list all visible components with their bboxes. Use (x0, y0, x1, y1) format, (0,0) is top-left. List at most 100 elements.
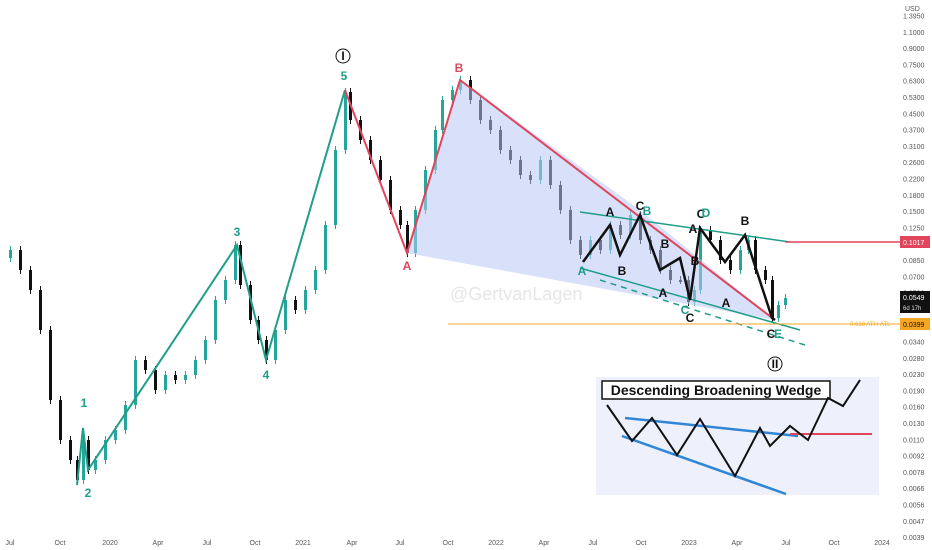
y-tick-label: 0.0130 (903, 421, 925, 428)
y-tick-label: 0.0110 (903, 437, 924, 444)
candle-body (784, 298, 787, 305)
struct-label-a3: A (689, 222, 698, 236)
candle-body (59, 400, 62, 440)
struct-label-b4: B (741, 214, 750, 228)
wedge-upper (579, 211, 791, 243)
candle-body (314, 270, 317, 290)
fib-marker-label: 0.0399 (903, 322, 925, 329)
y-tick-label: 0.5300 (903, 95, 925, 102)
y-tick-label: 0.0092 (903, 454, 925, 461)
candle-body (294, 300, 297, 310)
x-tick-label: Oct (636, 540, 647, 547)
inset-title-box (601, 380, 831, 400)
y-tick-label: 0.0039 (903, 535, 925, 542)
y-tick-label: 0.0078 (903, 470, 925, 477)
struct-label-c1: C (636, 199, 645, 213)
struct-label-a4: A (722, 296, 731, 310)
wave-label-3: 3 (234, 225, 241, 239)
candle-body (304, 290, 307, 310)
candle-body (39, 290, 42, 330)
struct-label-b3: B (691, 254, 700, 268)
struct-label-a2: A (659, 286, 668, 300)
candle-body (324, 225, 327, 270)
candle-body (729, 260, 732, 270)
candle-body (719, 240, 722, 260)
candle-body (369, 140, 372, 160)
y-tick-label: 0.0160 (903, 405, 925, 412)
struct-label-c2: C (686, 311, 695, 325)
candle-body (144, 360, 147, 370)
candle-body (114, 430, 117, 440)
y-tick-label: 0.1250 (903, 225, 925, 232)
candle-body (777, 305, 780, 318)
candle-body (214, 300, 217, 340)
wave-label-a: A (403, 259, 412, 273)
candle-body (174, 375, 177, 380)
circle-one-ring (335, 48, 351, 64)
candle-body (87, 440, 90, 470)
y-tick-label: 0.2600 (903, 160, 925, 167)
candle-body (334, 150, 337, 225)
x-tick-label: Apr (347, 540, 359, 547)
wave-label-b: B (455, 61, 464, 75)
y-tick-label: 0.4500 (903, 111, 925, 118)
candle-body (82, 440, 85, 480)
current-price-marker (900, 291, 930, 313)
candle-body (9, 250, 12, 258)
candle-body (194, 360, 197, 375)
candle-body (399, 210, 402, 225)
wedge-lower-dashed (599, 279, 806, 346)
resistance-marker-label: 0.1017 (903, 240, 925, 247)
candle-body (389, 180, 392, 210)
green-label-b: B (643, 204, 652, 218)
correction-wave (344, 78, 776, 321)
candle-body (451, 90, 454, 100)
candle-body (224, 280, 227, 300)
green-label-e: E (774, 327, 782, 341)
candle-body (94, 460, 97, 470)
x-tick-label: 2020 (102, 540, 118, 547)
current-price-label: 0.0549 (903, 295, 925, 302)
candle-body (441, 100, 444, 130)
candle-body (164, 375, 167, 390)
candle-body (265, 340, 268, 360)
x-tick-label: Jul (203, 540, 212, 547)
x-tick-label: Apr (732, 540, 744, 547)
circle-label-one: I (341, 49, 344, 63)
abcde-structure (581, 211, 776, 322)
x-tick-label: 2024 (874, 540, 890, 547)
y-tick-label: 1.1000 (903, 30, 925, 37)
y-tick-label: 0.1800 (903, 193, 925, 200)
circle-label-two: II (772, 357, 779, 371)
x-tick-label: Jul (782, 540, 791, 547)
resistance-marker (900, 236, 930, 248)
x-tick-label: 2023 (681, 540, 697, 547)
candle-body (19, 250, 22, 270)
y-tick-label: 0.0190 (903, 388, 925, 395)
x-tick-label: 2022 (488, 540, 504, 547)
y-tick-label: 0.6300 (903, 79, 925, 86)
green-label-c: C (681, 303, 690, 317)
inset-title: Descending Broadening Wedge (611, 382, 822, 398)
circle-two-ring (767, 356, 783, 372)
wave-label-4: 4 (263, 368, 270, 382)
candle-body (104, 440, 107, 460)
candle-body (69, 440, 72, 460)
candle-body (709, 230, 712, 240)
struct-label-b2: B (661, 237, 670, 251)
x-tick-label: Jul (6, 540, 15, 547)
x-tick-label: 2021 (295, 540, 311, 547)
candle-body (739, 250, 742, 270)
wave-label-5: 5 (341, 69, 348, 83)
inset-zigzag (606, 379, 861, 479)
candle-body (284, 300, 287, 330)
candle-body (234, 245, 237, 280)
watermark: @GertvanLagen (450, 284, 582, 304)
candle-body (434, 130, 437, 170)
y-tick-label: 0.0066 (903, 486, 925, 493)
candle-body (29, 270, 32, 290)
fib-label: 0.618 ATH-ATL (850, 322, 891, 328)
x-tick-label: Oct (829, 540, 840, 547)
